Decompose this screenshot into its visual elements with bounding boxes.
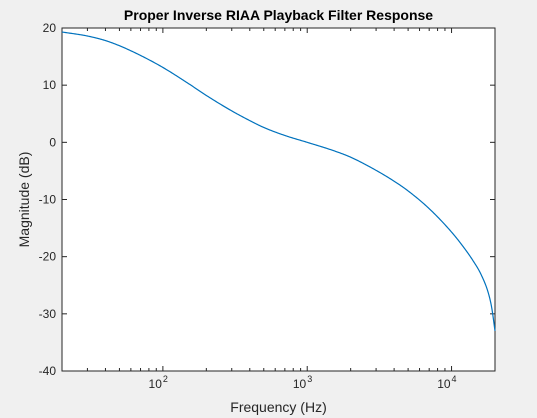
x-tick-label-base: 10: [293, 377, 307, 391]
y-tick-label: -10: [39, 193, 57, 207]
y-tick-label: -30: [39, 307, 57, 321]
y-tick-label: -20: [39, 250, 57, 264]
x-tick-label: 10 4: [437, 374, 456, 391]
x-tick-label-base: 10: [149, 377, 163, 391]
y-tick-labels: -40 -30 -20 -10 0 10 20: [39, 21, 57, 378]
x-axis-label: Frequency (Hz): [230, 399, 326, 415]
y-tick-label: -40: [39, 364, 57, 378]
x-tick-label-exponent: 2: [163, 374, 168, 384]
y-axis-label: Magnitude (dB): [16, 152, 32, 248]
y-tick-label: 10: [43, 78, 57, 92]
x-tick-label-exponent: 4: [452, 374, 457, 384]
series-line: [61, 31, 496, 332]
axis-ticks: [61, 27, 496, 372]
y-tick-label: 20: [43, 21, 57, 35]
x-tick-label-base: 10: [437, 377, 451, 391]
x-tick-labels: 10 2 10 3 10 4: [149, 374, 457, 391]
x-tick-label-exponent: 3: [307, 374, 312, 384]
x-tick-label: 10 2: [149, 374, 168, 391]
x-tick-label: 10 3: [293, 374, 312, 391]
y-tick-label: 0: [49, 135, 56, 149]
plot-area: [61, 27, 496, 372]
chart-title: Proper Inverse RIAA Playback Filter Resp…: [124, 7, 433, 23]
